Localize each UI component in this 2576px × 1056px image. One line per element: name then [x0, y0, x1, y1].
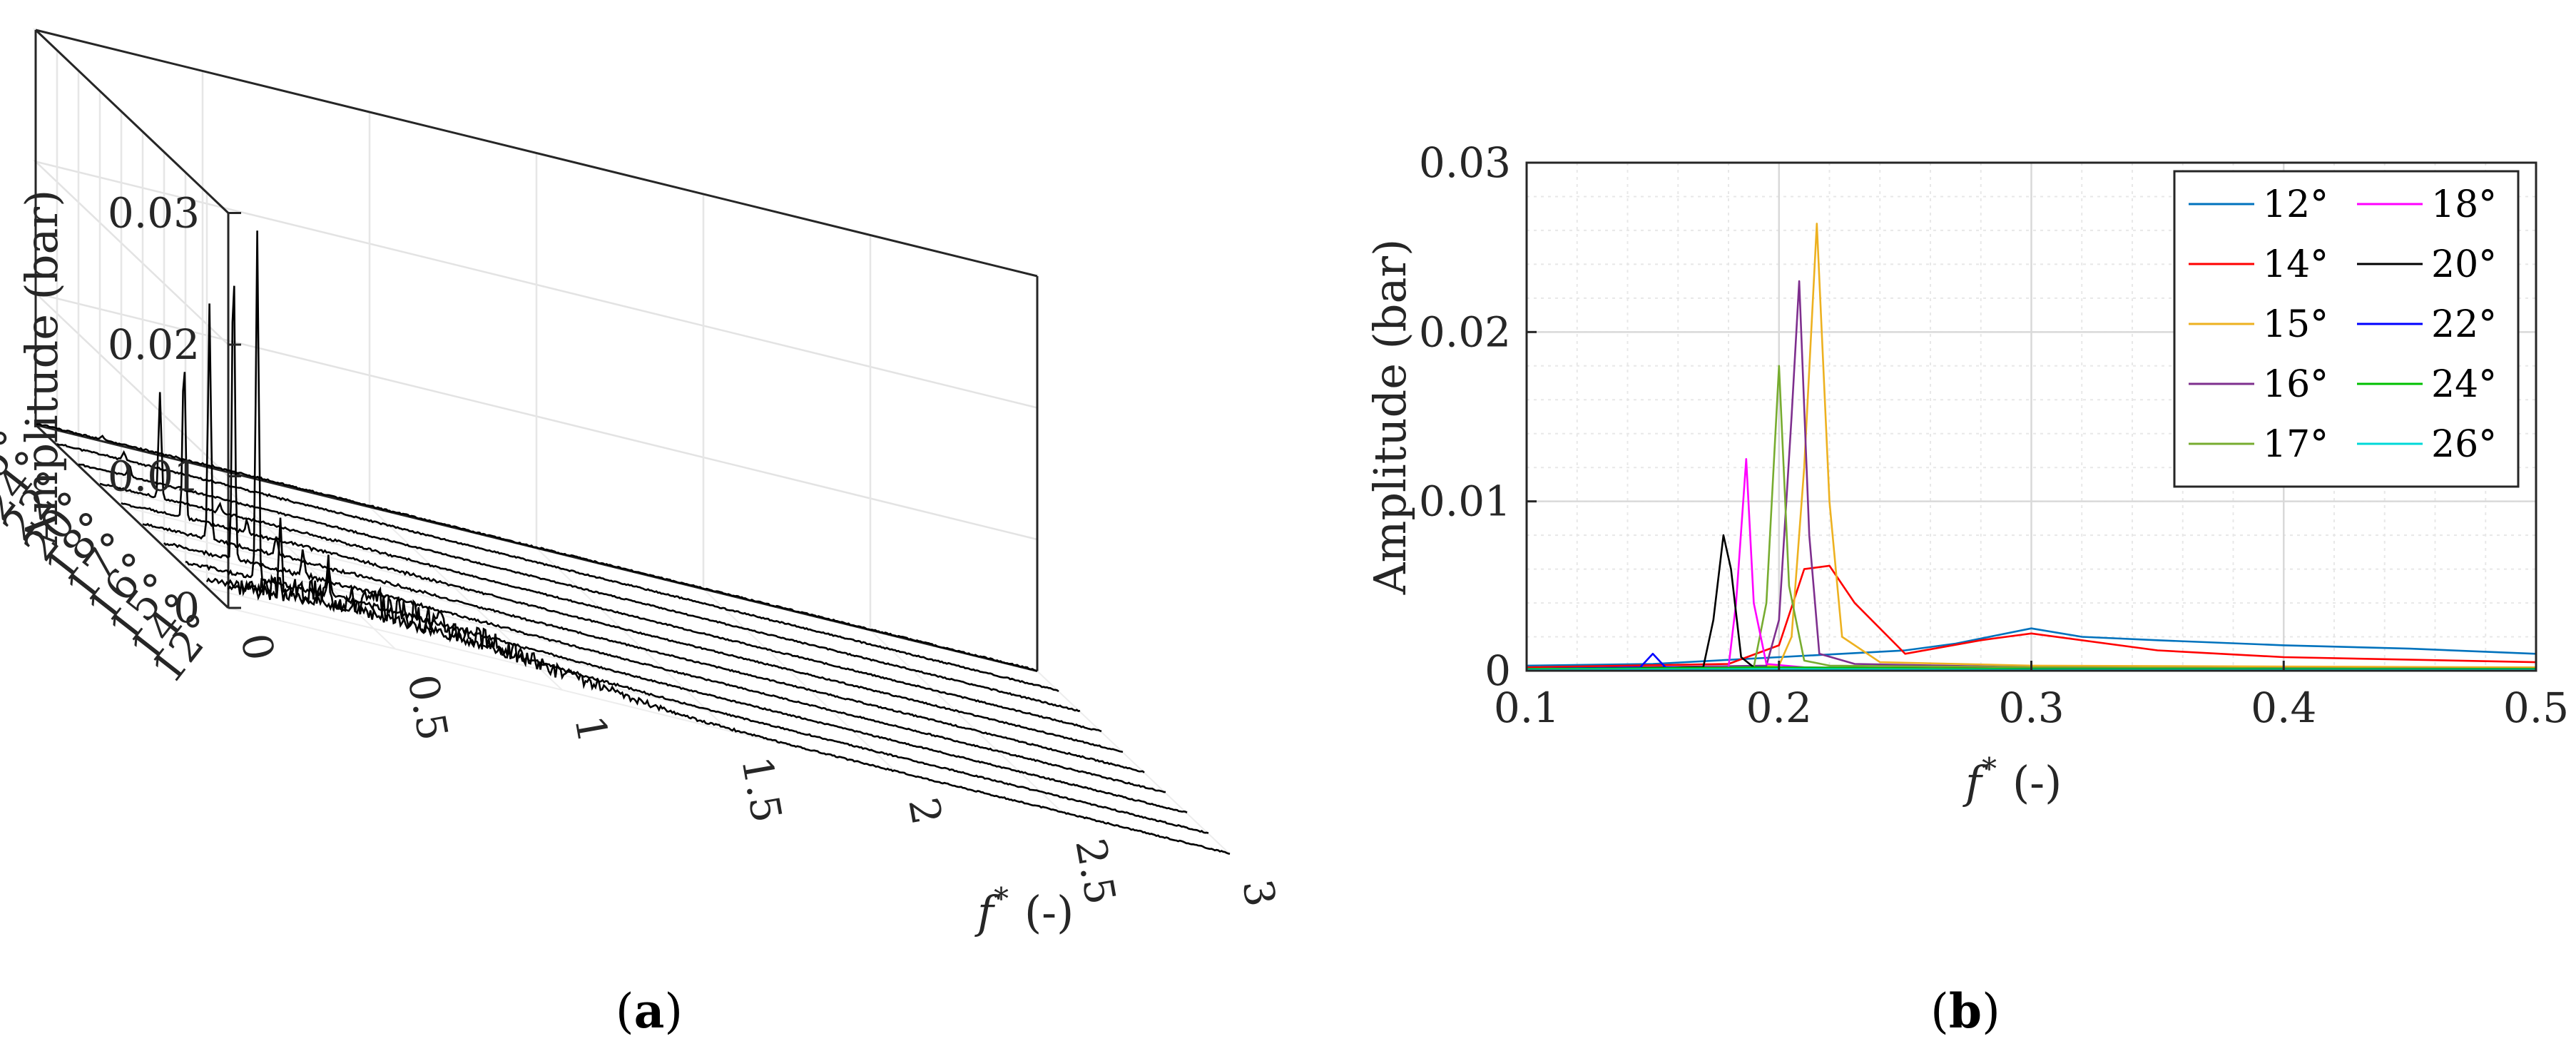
waterfall-series: [35, 230, 1231, 855]
grid-line: [870, 629, 1064, 814]
series-17deg: [1526, 365, 2537, 670]
series-22deg: [78, 462, 1081, 712]
legend-label: 15°: [2263, 303, 2328, 346]
panel-b-label: (b): [1930, 983, 2000, 1039]
legend-label: 16°: [2263, 363, 2328, 406]
x-tick-label: 0: [231, 630, 283, 664]
x-tick-label: 1: [565, 712, 617, 746]
axis-edge: [34, 29, 230, 214]
panel-b-letter: b: [1949, 983, 1982, 1039]
spectrum-x-axis-label: f* (-): [1962, 751, 2062, 808]
series-24deg: [56, 442, 1059, 693]
axis-edge: [35, 29, 1038, 278]
panel-a-label: (a): [616, 983, 683, 1039]
x-tick-label: 0.5: [398, 671, 457, 744]
series-12deg: [1526, 627, 2537, 667]
x-tick-label: 0.3: [1998, 684, 2064, 732]
series-20deg: [99, 392, 1102, 733]
x-tick-label: 0.2: [1746, 684, 1812, 732]
y-tick-label: 0: [1485, 646, 1511, 695]
waterfall-x-axis-unit: (-): [1024, 886, 1074, 938]
waterfall-frequency-ticks: 0 0.5 1 1.5 2 2.5 3: [231, 630, 1285, 910]
spectrum-y-axis-label: Amplitude (bar): [1364, 239, 1416, 596]
series-26deg: [35, 422, 1038, 672]
series-16deg: [1526, 280, 2537, 670]
series-17deg: [142, 303, 1145, 773]
legend-label: 14°: [2263, 243, 2328, 286]
x-tick-label: 0.4: [2251, 684, 2316, 732]
legend-label: 18°: [2431, 183, 2497, 226]
legend-box: [2173, 170, 2520, 488]
grid-line: [1037, 670, 1231, 855]
series-14deg: [205, 517, 1209, 834]
x-tick-label: 0.1: [1494, 684, 1559, 732]
waterfall-y-axis-label: Amplitude (bar): [16, 190, 68, 547]
waterfall-grid: [32, 28, 1231, 855]
series-15deg: [1526, 223, 2537, 670]
series-12deg: [227, 554, 1231, 855]
z-tick-label: 0.03: [108, 189, 200, 238]
legend-label: 12°: [2263, 183, 2328, 226]
spectrum-x-axis-unit: (-): [2012, 756, 2062, 808]
legend-label: 26°: [2431, 423, 2497, 466]
z-tick-label: 0: [173, 584, 200, 632]
legend-label: 22°: [2431, 303, 2497, 346]
axis-edge: [34, 424, 230, 609]
grid-line: [536, 547, 730, 732]
grid-line: [369, 506, 563, 691]
z-tick-label: 0.02: [108, 320, 200, 369]
spectrum-chart: 0.1 0.2 0.3 0.4 0.5 0 0.01 0.02 0.03 Amplitude (…: [1364, 138, 2569, 1039]
x-tick-label: 0.5: [2503, 684, 2569, 732]
series-18deg: [121, 372, 1124, 753]
waterfall-x-axis-label: f* (-): [974, 881, 1074, 938]
x-tick-label: 1.5: [732, 753, 791, 826]
grid-line: [202, 465, 396, 650]
y-tick-label: 0.01: [1419, 477, 1511, 526]
y-tick-label: 0.02: [1419, 308, 1511, 356]
spectrum-x-axis-sup: *: [1982, 751, 1997, 786]
legend-label: 20°: [2431, 243, 2497, 286]
waterfall-chart: 00.010.020.03 00.5 11.5 22.5 3 12°14°15°16°…: [0, 28, 1286, 1039]
x-tick-label: 2: [899, 794, 951, 828]
legend-label: 17°: [2263, 423, 2328, 466]
z-tick-label: 0.01: [108, 452, 200, 501]
waterfall-x-axis-sup: *: [994, 881, 1009, 916]
x-tick-label: 3: [1233, 876, 1285, 910]
panel-a-letter: a: [634, 983, 665, 1039]
waterfall-amplitude-ticks: 0 0.01 0.02 0.03: [108, 189, 241, 632]
y-tick-label: 0.03: [1419, 138, 1511, 187]
spectrum-legend: 12° 14° 15° 16° 17° 18° 20° 22° 24° 26°: [2173, 170, 2520, 488]
spectrum-ticks: 0.1 0.2 0.3 0.4 0.5 0 0.01 0.02 0.03: [1419, 138, 2569, 732]
x-tick-label: 2.5: [1066, 835, 1125, 908]
legend-label: 24°: [2431, 363, 2497, 406]
grid-line: [703, 588, 897, 773]
